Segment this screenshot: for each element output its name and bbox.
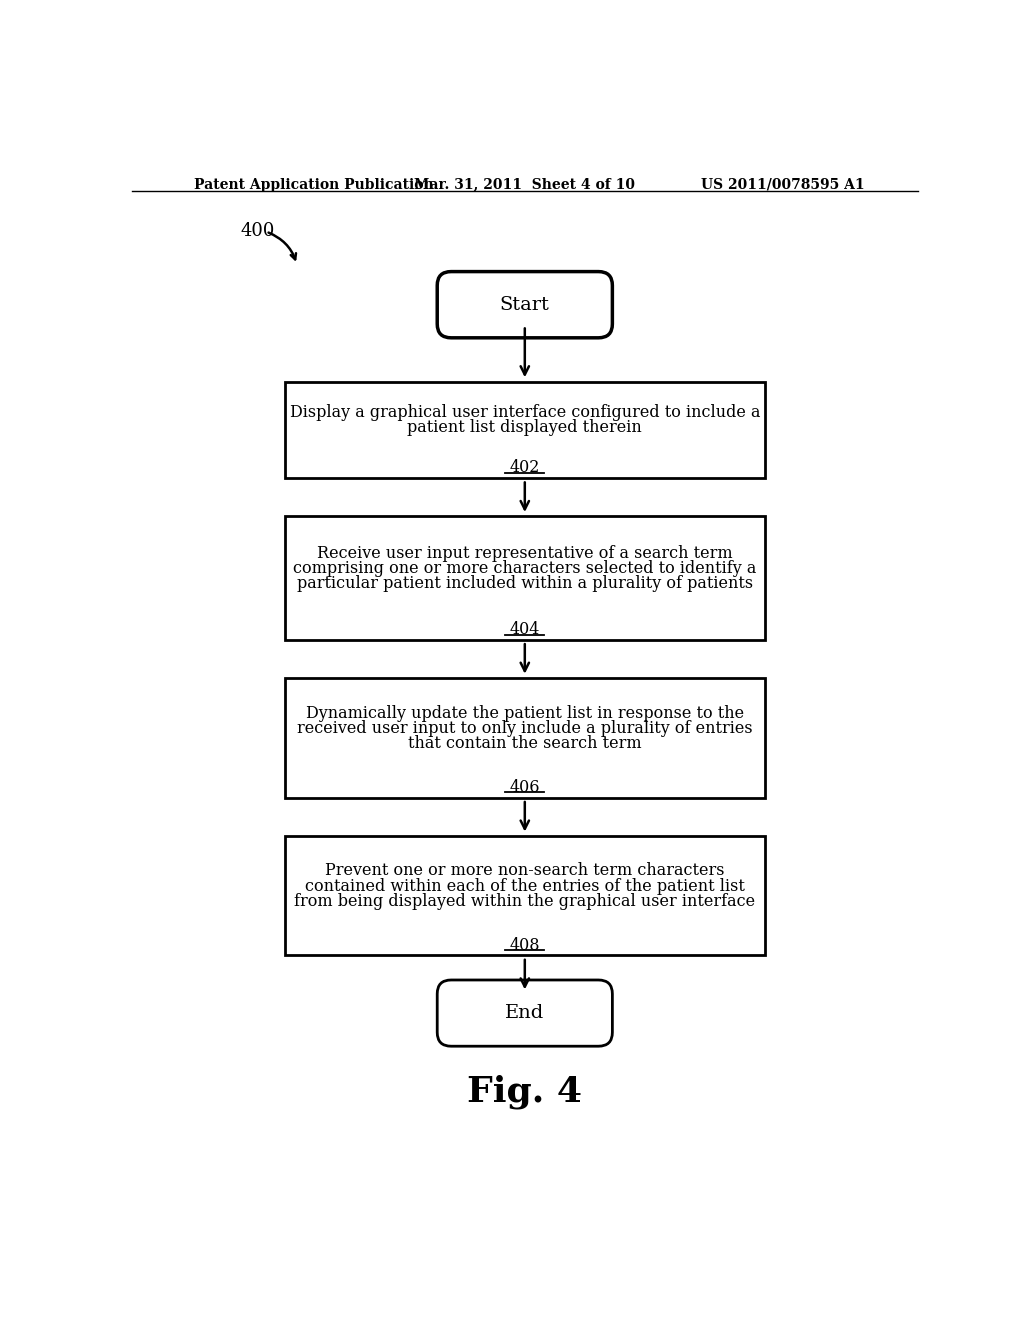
Text: 400: 400 [241, 222, 274, 239]
Text: Patent Application Publication: Patent Application Publication [194, 178, 433, 191]
Bar [285, 381, 765, 478]
Text: Dynamically update the patient list in response to the: Dynamically update the patient list in r… [306, 705, 743, 722]
Text: from being displayed within the graphical user interface: from being displayed within the graphica… [294, 892, 756, 909]
Text: Display a graphical user interface configured to include a: Display a graphical user interface confi… [290, 404, 760, 421]
FancyBboxPatch shape [437, 272, 612, 338]
FancyBboxPatch shape [437, 979, 612, 1047]
Text: Fig. 4: Fig. 4 [467, 1074, 583, 1109]
Text: contained within each of the entries of the patient list: contained within each of the entries of … [305, 878, 744, 895]
Bar [285, 516, 765, 640]
Text: received user input to only include a plurality of entries: received user input to only include a pl… [297, 719, 753, 737]
Text: that contain the search term: that contain the search term [408, 735, 642, 752]
Bar [285, 678, 765, 797]
Text: Start: Start [500, 296, 550, 314]
Text: End: End [505, 1005, 545, 1022]
Text: particular patient included within a plurality of patients: particular patient included within a plu… [297, 576, 753, 591]
Text: Prevent one or more non-search term characters: Prevent one or more non-search term char… [325, 862, 725, 879]
Text: 404: 404 [510, 622, 540, 638]
Text: US 2011/0078595 A1: US 2011/0078595 A1 [700, 178, 864, 191]
Text: comprising one or more characters selected to identify a: comprising one or more characters select… [293, 560, 757, 577]
Text: 406: 406 [510, 779, 540, 796]
Bar [285, 836, 765, 956]
Text: Receive user input representative of a search term: Receive user input representative of a s… [317, 545, 732, 562]
Text: 402: 402 [510, 459, 540, 477]
Text: Mar. 31, 2011  Sheet 4 of 10: Mar. 31, 2011 Sheet 4 of 10 [415, 178, 635, 191]
Text: patient list displayed therein: patient list displayed therein [408, 420, 642, 436]
Text: 408: 408 [510, 937, 540, 954]
